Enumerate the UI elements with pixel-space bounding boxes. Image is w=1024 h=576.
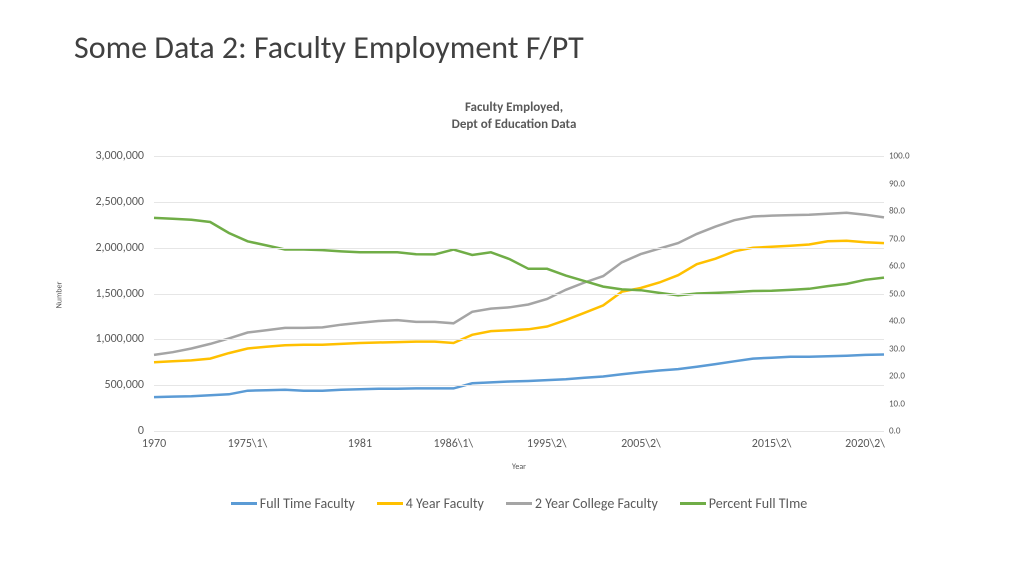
- legend-item: 4 Year Faculty: [377, 495, 484, 512]
- y2-tick: 80.0: [889, 206, 905, 217]
- gridline: [154, 248, 884, 249]
- legend-item: 2 Year College Faculty: [506, 495, 658, 512]
- x-tick: 1981: [348, 437, 372, 451]
- legend-label: Full Time Faculty: [260, 495, 355, 512]
- x-tick: 1995\2\: [527, 437, 567, 451]
- y2-tick: 10.0: [889, 398, 905, 409]
- y2-tick: 60.0: [889, 261, 905, 272]
- gridline: [154, 339, 884, 340]
- x-tick: 2005\2\: [621, 437, 661, 451]
- legend-label: 4 Year Faculty: [406, 495, 484, 512]
- x-tick: 2015\2\: [752, 437, 792, 451]
- chart-title: Faculty Employed, Dept of Education Data: [74, 100, 954, 134]
- legend-item: Percent Full TIme: [680, 495, 807, 512]
- gridline: [154, 202, 884, 203]
- y2-tick: 70.0: [889, 233, 905, 244]
- y1-tick: 1,500,000: [74, 287, 144, 301]
- y1-tick: 1,000,000: [74, 332, 144, 346]
- series-line: [154, 355, 884, 398]
- legend-swatch: [506, 502, 532, 505]
- x-axis: 19701975\1\19811986\1\1995\2\2005\2\2015…: [154, 435, 884, 455]
- x-axis-label: Year: [154, 462, 884, 472]
- plot-area: [154, 156, 884, 431]
- gridline: [154, 431, 884, 432]
- legend-label: Percent Full TIme: [709, 495, 807, 512]
- series-line: [154, 213, 884, 355]
- x-tick: 1970: [142, 437, 166, 451]
- y1-axis-label: Number: [54, 282, 64, 309]
- legend: Full Time Faculty 4 Year Faculty 2 Year Co…: [154, 495, 884, 512]
- chart-title-line1: Faculty Employed,: [465, 100, 563, 115]
- legend-label: 2 Year College Faculty: [535, 495, 658, 512]
- y1-tick: 2,000,000: [74, 241, 144, 255]
- y2-tick: 50.0: [889, 288, 905, 299]
- x-tick: 1986\1\: [433, 437, 473, 451]
- y2-tick: 30.0: [889, 343, 905, 354]
- x-tick: 1975\1\: [228, 437, 268, 451]
- legend-swatch: [377, 502, 403, 505]
- gridline: [154, 156, 884, 157]
- series-line: [154, 241, 884, 362]
- y1-tick: 0: [74, 424, 144, 438]
- y1-tick: 500,000: [74, 378, 144, 392]
- gridline: [154, 385, 884, 386]
- gridline: [154, 294, 884, 295]
- y1-tick: 2,500,000: [74, 195, 144, 209]
- y2-axis: 0.010.020.030.040.050.060.070.080.090.01…: [884, 156, 944, 431]
- legend-swatch: [231, 502, 257, 505]
- x-tick: 2020\2\: [845, 437, 885, 451]
- y2-tick: 90.0: [889, 178, 905, 189]
- chart-title-line2: Dept of Education Data: [452, 117, 577, 132]
- legend-item: Full Time Faculty: [231, 495, 355, 512]
- y1-tick: 3,000,000: [74, 149, 144, 163]
- legend-swatch: [680, 502, 706, 505]
- slide-title: Some Data 2: Faculty Employment F/PT: [74, 28, 584, 67]
- y1-axis: 0500,0001,000,0001,500,0002,000,0002,500…: [74, 156, 149, 431]
- y2-tick: 20.0: [889, 371, 905, 382]
- y2-tick: 100.0: [889, 151, 910, 162]
- y2-tick: 40.0: [889, 316, 905, 327]
- series-line: [154, 218, 884, 296]
- faculty-chart: Faculty Employed, Dept of Education Data…: [74, 100, 954, 530]
- y2-tick: 0.0: [889, 426, 900, 437]
